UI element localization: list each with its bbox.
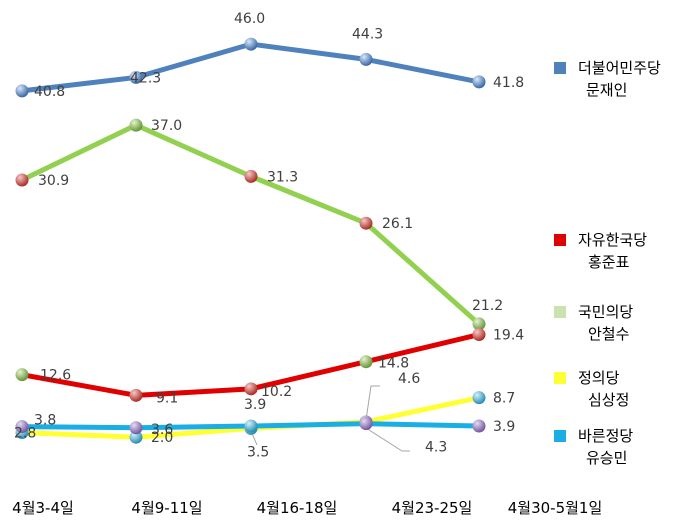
- data-label-s4-3: 4.3: [425, 440, 447, 456]
- point-s4-1: [129, 421, 143, 435]
- legend-label-2-1: 안철수: [588, 325, 629, 343]
- point-s1-2: [244, 382, 258, 396]
- data-label-s4-4: 3.9: [493, 419, 515, 435]
- legend-label-1-0: 자유한국당: [578, 231, 647, 249]
- point-s2-3: [359, 216, 373, 230]
- point-s2-4: [472, 317, 486, 331]
- legend-label-4-1: 유승민: [586, 449, 627, 467]
- point-s1-3: [359, 355, 373, 369]
- point-s3-4: [472, 391, 486, 405]
- legend-label-2-0: 국민의당: [578, 303, 633, 321]
- point-s4-0: [15, 420, 29, 434]
- data-label-s3-0: 2.8: [14, 425, 36, 441]
- data-label-s0-2: 46.0: [234, 11, 265, 27]
- legend-label-3-1: 심상정: [588, 391, 629, 409]
- data-label-s1-4: 19.4: [493, 328, 524, 344]
- legend-swatch-3: [554, 372, 566, 384]
- data-label-s2-3: 26.1: [382, 216, 413, 232]
- data-label-s3-2: 3.5: [247, 444, 269, 460]
- leader-line-0: [365, 385, 380, 421]
- point-s0-0: [15, 84, 29, 98]
- data-label-s4-0: 3.8: [34, 413, 56, 429]
- point-s4-2: [244, 419, 258, 433]
- series-line-0: [19, 41, 482, 94]
- data-points: [15, 37, 486, 444]
- x-tick-label-4: 4월30-5월1일: [508, 499, 603, 517]
- point-s0-4: [472, 75, 486, 89]
- point-s2-2: [244, 169, 258, 183]
- data-label-s1-1: 9.1: [156, 390, 178, 406]
- x-tick-label-3: 4월23-25일: [392, 499, 473, 517]
- legend-swatch-2: [554, 306, 566, 318]
- legend-label-1-1: 홍준표: [588, 253, 630, 271]
- x-tick-label-2: 4월16-18일: [257, 499, 338, 517]
- data-labels: 40.8 42.3 46.0 44.3 41.8 12.6 9.1 10.2 14.8 19.4 3…: [14, 11, 524, 460]
- legend-label-3-0: 정의당: [578, 369, 620, 387]
- legend-label-0-0: 더불어민주당: [578, 59, 661, 77]
- data-label-s1-0: 12.6: [40, 368, 71, 384]
- data-label-s2-4: 21.2: [472, 298, 503, 314]
- x-axis-ticks: 4월3-4일 4월9-11일 4월16-18일 4월23-25일 4월30-5월1일: [12, 499, 602, 517]
- point-s4-4: [472, 419, 486, 433]
- data-label-s0-3: 44.3: [352, 26, 383, 42]
- data-label-s4-2: 3.9: [244, 397, 266, 413]
- data-label-s3-1: 2.0: [151, 430, 173, 446]
- data-label-s0-1: 42.3: [130, 70, 161, 86]
- data-label-s4-1: 3.6: [151, 422, 173, 438]
- point-s0-2: [244, 37, 258, 51]
- data-label-s0-4: 41.8: [493, 75, 524, 91]
- point-s4-3: [359, 417, 373, 431]
- point-s0-3: [359, 52, 373, 66]
- data-label-s2-1: 37.0: [151, 118, 182, 134]
- data-label-s1-2: 10.2: [261, 384, 292, 400]
- data-label-s0-0: 40.8: [34, 84, 65, 100]
- point-s3-1: [129, 430, 143, 444]
- data-label-s2-0: 30.9: [38, 173, 69, 189]
- data-label-s3-3: 4.6: [398, 371, 420, 387]
- point-s1-1: [129, 388, 143, 402]
- point-s2-1: [129, 118, 143, 132]
- point-s1-4: [472, 328, 486, 342]
- data-label-s1-3: 14.8: [378, 356, 409, 372]
- legend-label-4-0: 바른정당: [578, 427, 633, 445]
- legend-swatch-1: [554, 234, 566, 246]
- leader-line-1: [365, 427, 410, 452]
- legend-swatch-0: [554, 62, 566, 74]
- point-s0-1: [129, 70, 143, 84]
- legend-label-0-1: 문재인: [586, 81, 627, 99]
- x-tick-label-1: 4월9-11일: [131, 499, 202, 517]
- data-label-s2-2: 31.3: [267, 169, 298, 185]
- point-s1-0: [15, 368, 29, 382]
- data-label-s3-4: 8.7: [493, 391, 515, 407]
- x-tick-label-0: 4월3-4일: [12, 499, 74, 517]
- legend-swatch-4: [554, 430, 566, 442]
- point-s2-0: [15, 173, 29, 187]
